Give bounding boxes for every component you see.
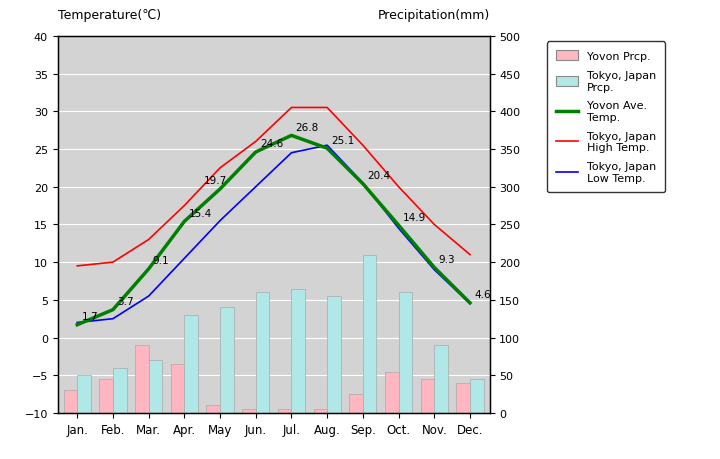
- Bar: [470, 379, 484, 413]
- Text: 3.7: 3.7: [117, 297, 134, 307]
- Text: 15.4: 15.4: [189, 208, 212, 218]
- Text: 19.7: 19.7: [203, 176, 227, 186]
- Bar: [420, 379, 434, 413]
- Legend: Yovon Prcp., Tokyo, Japan
Prcp., Yovon Ave.
Temp., Tokyo, Japan
High Temp., Toky: Yovon Prcp., Tokyo, Japan Prcp., Yovon A…: [547, 42, 665, 192]
- Text: 9.1: 9.1: [153, 256, 169, 266]
- Bar: [148, 360, 162, 413]
- Text: Precipitation(mm): Precipitation(mm): [377, 9, 490, 22]
- Bar: [63, 391, 77, 413]
- Text: 9.3: 9.3: [438, 254, 455, 264]
- Bar: [171, 364, 184, 413]
- Bar: [242, 409, 256, 413]
- Text: 1.7: 1.7: [81, 312, 98, 321]
- Bar: [207, 406, 220, 413]
- Bar: [77, 375, 91, 413]
- Bar: [456, 383, 470, 413]
- Bar: [349, 394, 363, 413]
- Bar: [220, 308, 233, 413]
- Text: 25.1: 25.1: [331, 135, 354, 146]
- Text: 14.9: 14.9: [402, 212, 426, 222]
- Text: 4.6: 4.6: [474, 290, 491, 300]
- Bar: [314, 409, 327, 413]
- Bar: [363, 255, 377, 413]
- Bar: [113, 368, 127, 413]
- Text: 24.6: 24.6: [260, 139, 283, 149]
- Bar: [292, 289, 305, 413]
- Bar: [327, 297, 341, 413]
- Text: 20.4: 20.4: [367, 171, 390, 181]
- Bar: [278, 409, 292, 413]
- Text: 26.8: 26.8: [296, 123, 319, 133]
- Bar: [385, 372, 399, 413]
- Bar: [434, 345, 448, 413]
- Text: Temperature(℃): Temperature(℃): [58, 9, 161, 22]
- Bar: [184, 315, 198, 413]
- Bar: [135, 345, 148, 413]
- Bar: [99, 379, 113, 413]
- Bar: [256, 293, 269, 413]
- Bar: [399, 293, 412, 413]
